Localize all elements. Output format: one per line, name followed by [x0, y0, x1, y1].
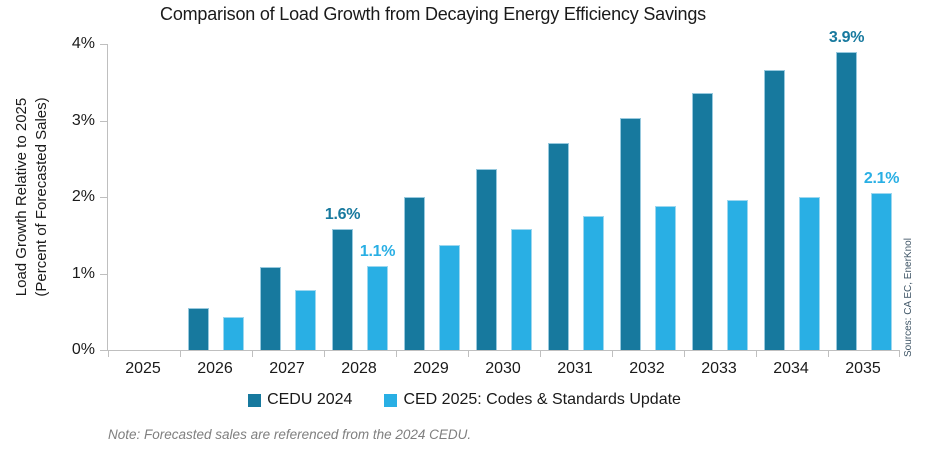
sources-credit: Sources: CA EC, EnerKnol: [903, 238, 914, 357]
y-axis-tick: [100, 44, 107, 45]
legend-label-cedu-2024: CEDU 2024: [267, 391, 353, 408]
y-tick-label-3%: 3%: [71, 111, 95, 129]
legend-item-ced-2025: CED 2025: Codes & Standards Update: [384, 391, 681, 409]
bar-2032-ced2025: [655, 206, 676, 350]
bar-2027-cedu2024: [260, 267, 281, 350]
bar-data-label-2028-s0: 1.6%: [324, 206, 361, 223]
bar-2034-ced2025: [799, 197, 820, 350]
legend-swatch-ced-2025: [384, 393, 398, 407]
legend-item-cedu-2024: CEDU 2024: [248, 391, 352, 409]
x-label-2027: 2027: [269, 360, 305, 377]
x-axis-tick: [252, 351, 253, 357]
y-axis-tick: [100, 273, 107, 275]
bar-2030-cedu2024: [476, 169, 497, 350]
bar-2028-cedu2024: [332, 229, 353, 350]
x-label-2031: 2031: [557, 360, 593, 377]
y-tick-label-0%: 0%: [71, 341, 95, 358]
x-axis-tick: [468, 351, 469, 357]
bar-2029-cedu2024: [404, 197, 425, 350]
plot-area: 1.6% 1.1% 3.9% 2.1%: [100, 29, 900, 357]
bar-2032-cedu2024: [620, 118, 641, 350]
x-axis-tick: [899, 351, 900, 357]
bar-2035-cedu2024: [836, 52, 857, 350]
x-label-2025: 2025: [125, 360, 161, 377]
x-axis-tick: [684, 351, 685, 357]
bar-data-label-2028-s1: 1.1%: [359, 243, 396, 260]
bar-2030-ced2025: [511, 229, 532, 350]
chart-title: Comparison of Load Growth from Decaying …: [160, 4, 706, 24]
x-label-2030: 2030: [485, 360, 521, 377]
bar-2034-cedu2024: [764, 70, 785, 350]
y-axis-label: Load Growth Relative to 2025 (Percent of…: [12, 37, 52, 357]
bar-2026-ced2025: [223, 317, 244, 350]
bar-2028-ced2025: [367, 266, 388, 350]
x-axis-tick: [756, 351, 757, 357]
x-axis-tick: [612, 351, 613, 357]
y-axis-tick: [100, 197, 107, 198]
legend: CEDU 2024 CED 2025: Codes & Standards Up…: [0, 391, 929, 409]
bar-2031-cedu2024: [548, 143, 569, 350]
x-label-2028: 2028: [341, 360, 377, 377]
x-axis-tick: [828, 351, 829, 357]
y-axis-label-line2: (Percent of Forecasted Sales): [32, 97, 50, 297]
bar-data-label-2035-s1: 2.1%: [863, 170, 900, 187]
y-axis-label-line1: Load Growth Relative to 2025: [13, 97, 30, 297]
x-axis-tick: [180, 351, 181, 357]
x-label-2026: 2026: [197, 360, 233, 377]
footnote: Note: Forecasted sales are referenced fr…: [108, 427, 472, 442]
x-label-2035: 2035: [845, 360, 881, 377]
x-label-2033: 2033: [701, 360, 737, 377]
x-axis-tick: [108, 351, 109, 357]
bar-2027-ced2025: [295, 290, 316, 350]
x-label-2034: 2034: [773, 360, 809, 377]
bar-2026-cedu2024: [188, 308, 209, 350]
x-label-2032: 2032: [629, 360, 665, 377]
x-axis-tick: [540, 351, 541, 357]
x-axis-labels: 2025 2026 2027 2028 2029 2030 2031 2032 2033 2034…: [107, 360, 899, 380]
bar-2029-ced2025: [439, 245, 460, 350]
bar-2033-cedu2024: [692, 93, 713, 350]
x-axis-tick: [396, 351, 397, 357]
bar-2035-ced2025: [871, 193, 892, 350]
y-tick-label-2%: 2%: [71, 188, 95, 205]
x-axis-tick: [324, 351, 325, 357]
legend-label-ced-2025: CED 2025: Codes & Standards Update: [403, 391, 681, 408]
x-label-2029: 2029: [413, 360, 449, 377]
y-tick-label-4%: 4%: [71, 35, 95, 52]
bar-2031-ced2025: [583, 216, 604, 350]
bar-2033-ced2025: [727, 200, 748, 350]
y-axis-tick: [100, 120, 107, 122]
legend-swatch-cedu-2024: [248, 393, 262, 407]
y-tick-label-1%: 1%: [71, 264, 95, 282]
y-axis-tick: [100, 350, 107, 351]
bar-data-label-2035-s0: 3.9%: [828, 29, 865, 46]
